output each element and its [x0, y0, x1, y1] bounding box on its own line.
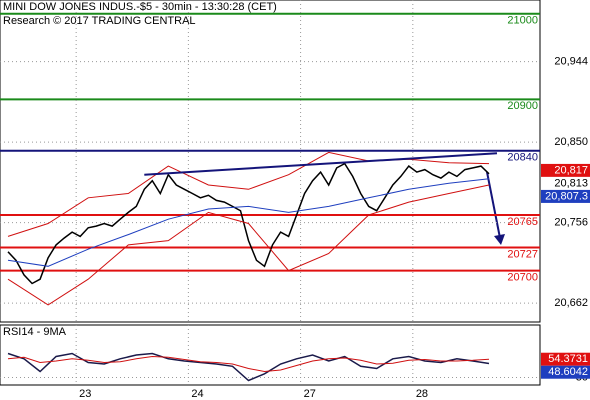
price-label: 54.3731 [548, 353, 588, 365]
x-tick-label: 23 [79, 388, 91, 400]
projection-arrow [486, 171, 501, 239]
price-label-box [541, 352, 590, 366]
x-tick-label: 24 [191, 388, 203, 400]
y-tick-label: 20,850 [554, 136, 588, 148]
rsi-panel [0, 324, 541, 386]
chart-subtitle: Research © 2017 TRADING CENTRAL [3, 15, 196, 27]
chart-title: MINI DOW JONES INDUS.-$5 - 30min - 13:30… [3, 1, 277, 13]
series-line [7, 162, 490, 285]
series-line [7, 355, 490, 373]
level-label: 20765 [507, 216, 538, 228]
level-label: 20700 [507, 272, 538, 284]
rsi-title: RSI14 - 9MA [3, 326, 67, 338]
y-tick-label: 20,944 [554, 56, 588, 68]
series-line [7, 178, 490, 267]
level-label: 20900 [507, 100, 538, 112]
level-label: 20727 [507, 248, 538, 260]
main-panel [0, 0, 541, 323]
y-tick-label: 20,756 [554, 217, 588, 229]
series-line [144, 152, 498, 176]
y-tick-label: 20,662 [554, 297, 588, 309]
price-label: 20,807.3 [545, 190, 588, 202]
price-label-box [541, 189, 590, 203]
level-label: 20840 [507, 152, 538, 164]
price-label: 20,813 [554, 177, 588, 189]
price-label: 20,817 [554, 164, 588, 176]
price-label-box [541, 365, 590, 379]
price-label-box [541, 176, 590, 190]
x-tick-label: 27 [304, 388, 316, 400]
price-label: 48.6042 [548, 366, 588, 378]
series-line [7, 352, 490, 382]
x-tick-label: 28 [416, 388, 428, 400]
level-label: 21000 [507, 15, 538, 27]
series-line [7, 184, 490, 306]
price-label-box [541, 163, 590, 177]
arrow-head [494, 234, 505, 245]
